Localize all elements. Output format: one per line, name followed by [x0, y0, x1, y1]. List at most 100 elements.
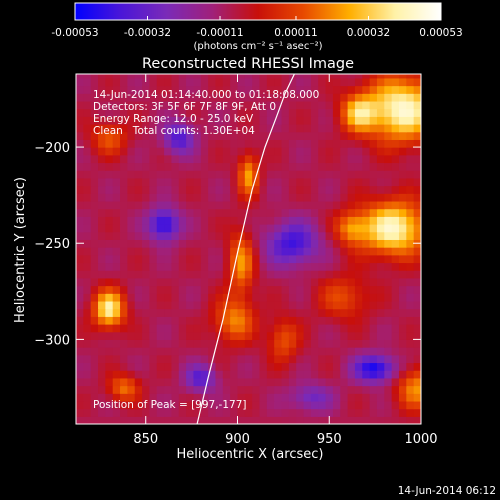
heatmap-cell [156, 339, 165, 348]
heatmap-cell [230, 377, 239, 387]
heatmap-cell [83, 362, 92, 371]
heatmap-cell [178, 147, 187, 156]
heatmap-cell [208, 139, 217, 148]
heatmap-cell [230, 247, 239, 256]
heatmap-cell [120, 77, 128, 87]
heatmap-cell [164, 400, 173, 410]
heatmap-cell [310, 162, 319, 171]
heatmap-cell [340, 277, 349, 287]
heatmap-cell [76, 293, 84, 302]
heatmap-cell [186, 208, 195, 217]
heatmap-cell [83, 208, 92, 217]
heatmap-cell [193, 254, 202, 264]
heatmap-cell [98, 239, 106, 248]
heatmap-cell [413, 347, 421, 356]
heatmap-cell [76, 300, 84, 310]
heatmap-cell [127, 339, 136, 348]
heatmap-cell [288, 416, 297, 424]
heatmap-cell [76, 247, 84, 256]
heatmap-cell [120, 416, 128, 424]
heatmap-cell [164, 74, 173, 79]
heatmap-cell [171, 331, 180, 340]
heatmap-cell [369, 154, 378, 164]
heatmap-cell [222, 316, 231, 325]
heatmap-cell [318, 408, 327, 417]
heatmap-cell [332, 277, 341, 287]
heatmap-cell [112, 162, 121, 171]
heatmap-cell [127, 293, 136, 302]
heatmap-cell [252, 124, 261, 133]
heatmap-cell [303, 400, 312, 410]
heatmap-cell [288, 231, 297, 240]
heatmap-cell [112, 193, 121, 202]
heatmap-cell [244, 293, 253, 302]
heatmap-cell [98, 177, 106, 187]
heatmap-cell [347, 339, 356, 348]
heatmap-cell [325, 108, 334, 117]
heatmap-cell [288, 254, 297, 264]
heatmap-cell [376, 324, 385, 333]
heatmap-cell [259, 339, 268, 348]
heatmap-cell [384, 347, 393, 356]
heatmap-cell [347, 154, 356, 164]
heatmap-cell [413, 108, 421, 117]
heatmap-cell [112, 408, 121, 417]
heatmap-cell [406, 293, 415, 302]
heatmap-cell [142, 300, 150, 310]
heatmap-cell [178, 200, 187, 210]
heatmap-cell [376, 162, 385, 171]
heatmap-cell [208, 147, 217, 156]
heatmap-cell [296, 270, 305, 279]
heatmap-cell [142, 370, 150, 379]
heatmap-cell [215, 154, 224, 164]
heatmap-cell [149, 77, 158, 87]
heatmap-cell [134, 400, 143, 410]
heatmap-cell [83, 416, 92, 424]
heatmap-cell [259, 285, 268, 294]
heatmap-cell [120, 170, 128, 179]
heatmap-cell [215, 224, 224, 233]
heatmap-cell [127, 139, 136, 148]
heatmap-cell [156, 370, 165, 379]
heatmap-cell [406, 216, 415, 225]
heatmap-cell [340, 385, 349, 394]
heatmap-cell [98, 139, 106, 148]
heatmap-cell [259, 277, 268, 287]
heatmap-cell [354, 316, 363, 325]
heatmap-cell [149, 362, 158, 371]
heatmap-cell [127, 385, 136, 394]
heatmap-cell [413, 100, 421, 110]
heatmap-cell [325, 116, 334, 125]
heatmap-cell [134, 293, 143, 302]
heatmap-cell [244, 177, 253, 187]
heatmap-cell [98, 108, 106, 117]
heatmap-cell [186, 108, 195, 117]
heatmap-cell [391, 154, 400, 164]
heatmap-cell [391, 85, 400, 94]
heatmap-cell [186, 200, 195, 210]
heatmap-cell [127, 85, 136, 94]
heatmap-cell [90, 408, 99, 417]
heatmap-cell [398, 162, 407, 171]
heatmap-cell [200, 193, 209, 202]
heatmap-cell [215, 293, 224, 302]
heatmap-cell [376, 416, 385, 424]
heatmap-cell [376, 100, 385, 110]
heatmap-cell [413, 393, 421, 402]
heatmap-cell [266, 193, 275, 202]
heatmap-cell [105, 74, 114, 79]
heatmap-cell [303, 385, 312, 394]
heatmap-cell [178, 193, 187, 202]
heatmap-cell [112, 270, 121, 279]
heatmap-cell [90, 162, 99, 171]
heatmap-cell [332, 254, 341, 264]
heatmap-cell [376, 85, 385, 94]
heatmap-cell [332, 370, 341, 379]
heatmap-cell [362, 100, 371, 110]
heatmap-cell [252, 154, 261, 164]
heatmap-cell [90, 216, 99, 225]
heatmap-cell [112, 231, 121, 240]
heatmap-cell [112, 347, 121, 356]
heatmap-cell [303, 339, 312, 348]
heatmap-cell [259, 324, 268, 333]
